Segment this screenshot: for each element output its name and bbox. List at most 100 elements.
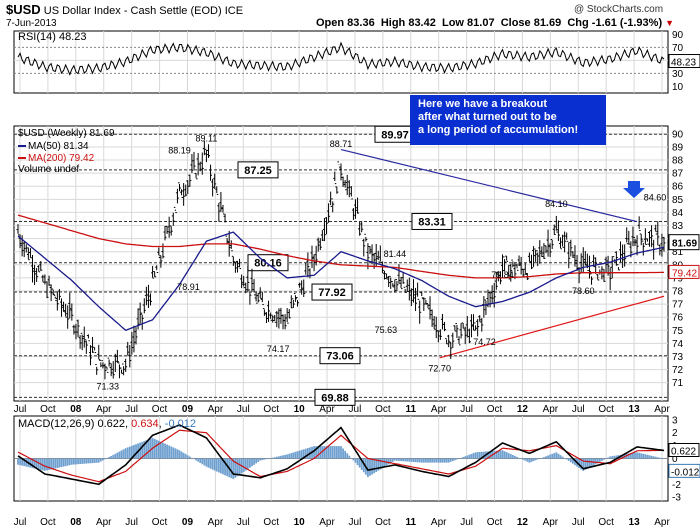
x-tick-label-bottom: 13 (629, 517, 641, 528)
macd-hist-bar (124, 448, 127, 459)
x-tick-label-bottom: Jul (349, 517, 362, 528)
macd-hist-bar (85, 458, 88, 464)
price-annotation: 78.91 (177, 282, 200, 292)
close-value: Close 81.69 (500, 17, 562, 29)
x-tick-label-bottom: Jul (572, 517, 585, 528)
macd-hist-bar (348, 455, 351, 459)
macd-hist-bar (549, 454, 552, 459)
ma50-legend-label: MA(50) 81.34 (28, 141, 89, 152)
macd-hist-bar (35, 458, 38, 469)
macd-hist-bar (64, 458, 67, 467)
level-box-label: 89.97 (381, 129, 409, 141)
macd-hist-bar (598, 458, 601, 462)
callout-line-1: Here we have a breakout (418, 98, 547, 110)
macd-hist-bar (331, 446, 334, 459)
price-y-tick: 81 (672, 247, 684, 258)
x-tick-label: Oct (40, 404, 56, 415)
macd-hist-bar (439, 458, 442, 463)
macd-hist-bar (176, 449, 179, 459)
macd-hist-bar (493, 450, 496, 459)
macd-hist-bar (362, 458, 365, 473)
macd-hist-bar (286, 454, 289, 459)
macd-hist-bar (277, 456, 280, 459)
price-legend-label: $USD (Weekly) 81.69 (18, 128, 115, 139)
x-tick-label: Apr (96, 404, 112, 415)
macd-series (17, 424, 665, 486)
macd-hist-bar (207, 458, 210, 468)
macd-legend: MACD(12,26,9) 0.622, 0.634, -0.012 (18, 418, 196, 430)
rsi-y-tick: 70 (672, 43, 684, 54)
price-y-tick: 89 (672, 142, 684, 153)
macd-hist-bar (238, 458, 241, 475)
x-tick-label: Oct (152, 404, 168, 415)
macd-hist-bar (118, 451, 121, 459)
macd-hist-bar (23, 458, 26, 467)
macd-y-tick: -3 (672, 493, 681, 504)
change-down-icon: ▼ (665, 18, 675, 28)
macd-hist-bar (396, 458, 398, 461)
x-tick-label: Jul (572, 404, 585, 415)
macd-hist-bar (569, 458, 572, 463)
price-y-tick: 77 (672, 300, 684, 311)
macd-hist-bar (350, 458, 353, 459)
macd-hist-bar (340, 446, 342, 459)
macd-legend-prefix: MACD(12,26,9) (18, 418, 94, 430)
macd-hist-bar (220, 458, 222, 474)
macd-hist-bar (474, 452, 477, 459)
x-tick-label-bottom: Oct (263, 517, 279, 528)
macd-hist-bar (298, 450, 301, 459)
macd-hist-bar (464, 456, 467, 459)
macd-hist-bar (424, 458, 427, 463)
macd-hist-bar (338, 446, 340, 459)
price-annotation: 79.84 (491, 270, 514, 280)
macd-hist-bar (284, 454, 286, 459)
macd-hist-bar (91, 458, 94, 464)
macd-hist-bar (48, 458, 50, 470)
macd-hist-bar (574, 458, 576, 466)
x-tick-label: 11 (405, 404, 416, 415)
macd-hist-bar (534, 458, 537, 461)
macd-hist-bar (325, 446, 328, 459)
macd-hist-bar (300, 449, 303, 459)
macd-hist-bar (371, 458, 373, 475)
macd-hist-bar (83, 458, 86, 464)
macd-hist-bar (162, 442, 164, 459)
price-y-tick: 90 (672, 129, 684, 140)
macd-hist-bar (170, 446, 173, 459)
macd-hist-bar (634, 452, 636, 459)
macd-hist-bar (110, 455, 113, 459)
macd-hist-bar (609, 456, 612, 459)
macd-hist-bar (480, 451, 483, 459)
macd-hist-bar (226, 458, 229, 477)
x-tick-label: Jul (14, 404, 27, 415)
watermark: @ StockCharts.com (574, 4, 664, 15)
ma50-line (17, 231, 665, 332)
change-value: Chg -1.61 (-1.93%) (567, 17, 663, 29)
macd-hist-bar (530, 458, 533, 462)
macd-hist-bar (52, 458, 55, 469)
macd-hist-bar (588, 458, 591, 468)
x-tick-label: Apr (543, 404, 559, 415)
x-tick-label-bottom: Apr (431, 517, 447, 528)
rsi-y-tick: 10 (672, 82, 684, 93)
price-annotation: 89.11 (195, 134, 217, 144)
x-tick-label: 09 (182, 404, 194, 415)
macd-hist-bar (495, 450, 498, 459)
macd-hist-bar (445, 458, 448, 463)
x-tick-label: Oct (598, 404, 614, 415)
x-tick-label: Oct (375, 404, 391, 415)
macd-hist-bar (472, 453, 475, 459)
x-tick-label-bottom: 10 (294, 517, 306, 528)
x-tick-label-bottom: Oct (152, 517, 168, 528)
macd-hist-bar (128, 446, 131, 459)
macd-hist-bar (398, 458, 400, 461)
price-tag: 81.69 (672, 239, 697, 250)
macd-hist-bar (400, 458, 402, 462)
macd-hist-bar (327, 446, 330, 459)
macd-hist-bar (54, 458, 57, 469)
macd-hist-bar (199, 458, 202, 463)
x-tick-label-bottom: Apr (654, 517, 670, 528)
x-tick-label-bottom: Jul (237, 517, 250, 528)
macd-hist-bar (147, 439, 150, 459)
